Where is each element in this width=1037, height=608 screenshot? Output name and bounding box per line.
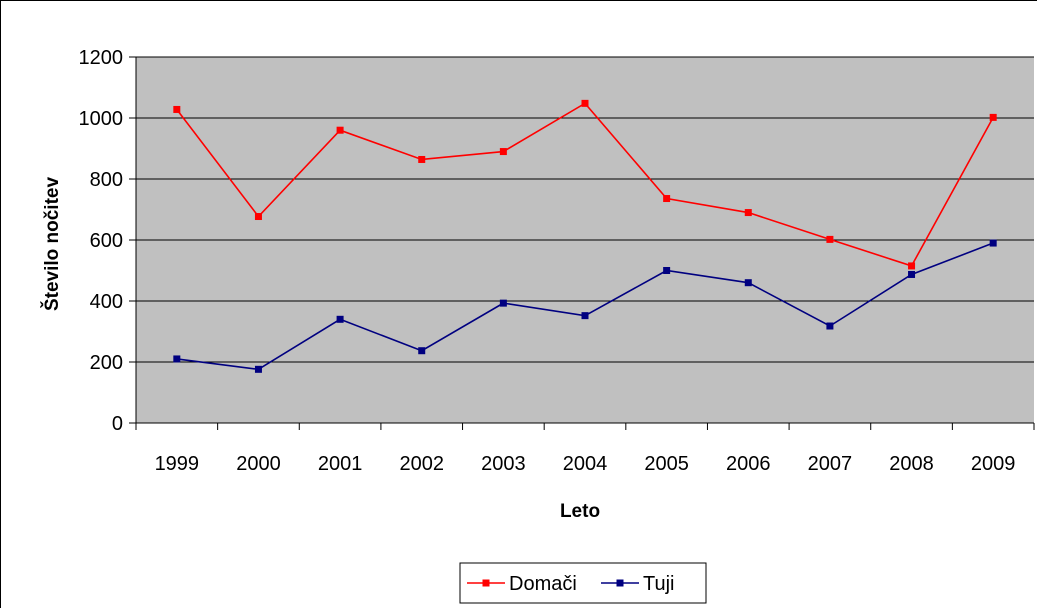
y-tick-label: 1000 [79,108,124,130]
x-tick-label: 2001 [318,453,363,475]
data-point [581,312,589,320]
x-tick-label: 1999 [155,453,200,475]
data-point [989,113,997,121]
legend: Domači Tuji [459,562,707,604]
y-tick-label: 0 [112,413,123,435]
data-point [663,267,671,274]
y-tick-label: 400 [90,291,123,313]
data-point [254,213,262,221]
legend-label: Domači [509,573,577,595]
data-point [908,262,916,270]
data-point [908,270,916,278]
legend-label: Tuji [643,573,674,595]
data-point [744,279,752,287]
data-point [418,155,426,163]
data-point [744,209,752,217]
x-tick-label: 2008 [889,453,934,475]
data-point [254,365,262,373]
y-tick-label: 600 [90,230,123,252]
x-tick-label: 2005 [644,453,689,475]
data-point [336,315,344,323]
x-tick-label: 2000 [236,453,281,475]
x-tick-label: 2009 [971,453,1016,475]
data-point [418,347,426,355]
data-point [173,105,181,113]
data-point [173,355,181,363]
y-tick-label: 200 [90,352,123,374]
x-tick-label: 2002 [399,453,444,475]
data-point [989,239,997,247]
x-tick-label: 2006 [726,453,771,475]
data-point [826,322,834,330]
x-axis-title: Leto [560,501,600,522]
data-point [499,148,507,156]
legend-swatch-marker [616,579,624,587]
data-point [581,99,589,107]
y-axis-title: Število nočitev [41,177,63,312]
data-point [663,195,671,203]
legend-swatch-marker [482,579,490,587]
y-tick-label: 800 [90,169,123,191]
x-tick-label: 2004 [563,453,608,475]
x-tick-label: 2007 [808,453,853,475]
data-point [499,299,507,307]
x-tick-label: 2003 [481,453,526,475]
data-point [336,126,344,134]
y-tick-label: 1200 [79,47,124,69]
data-point [826,235,834,243]
